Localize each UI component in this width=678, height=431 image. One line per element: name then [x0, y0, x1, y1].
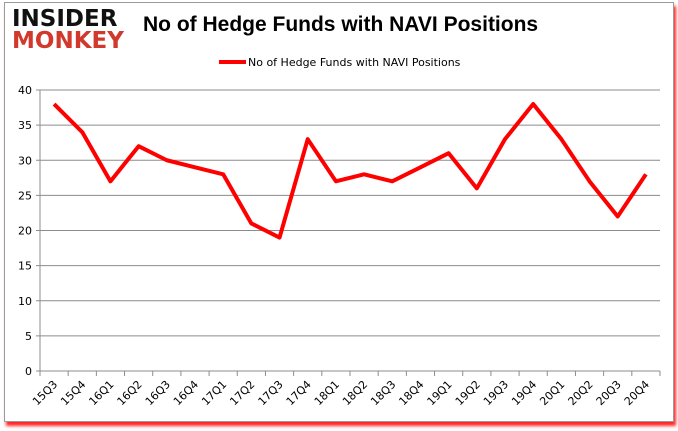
chart-title: No of Hedge Funds with NAVI Positions	[143, 13, 539, 36]
x-tick-label: 20Q4	[622, 378, 652, 408]
x-tick-label: 18Q3	[368, 378, 398, 408]
x-tick-label: 17Q1	[199, 378, 229, 408]
x-tick-label: 17Q3	[256, 378, 286, 408]
x-tick-label: 20Q1	[537, 378, 567, 408]
y-tick-label: 0	[25, 365, 32, 378]
insider-monkey-logo: INSIDER MONKEY	[12, 6, 124, 54]
x-tick-label: 16Q1	[86, 378, 116, 408]
x-tick-label: 16Q4	[171, 378, 201, 408]
x-tick-label: 16Q3	[143, 378, 173, 408]
y-tick-label: 15	[18, 260, 32, 273]
x-tick-label: 19Q3	[481, 378, 511, 408]
x-tick-label: 15Q4	[58, 378, 88, 408]
chart-frame	[4, 2, 674, 422]
series-line	[52, 102, 648, 240]
x-tick-label: 20Q2	[566, 378, 596, 408]
y-tick-label: 10	[18, 295, 32, 308]
x-tick-label: 17Q4	[284, 378, 314, 408]
x-tick-label: 18Q4	[396, 378, 426, 408]
legend-label: No of Hedge Funds with NAVI Positions	[248, 56, 461, 69]
x-tick-label: 15Q3	[30, 378, 60, 408]
x-tick-label: 18Q1	[312, 378, 342, 408]
y-tick-label: 40	[18, 84, 32, 97]
logo-line1: INSIDER	[12, 6, 118, 32]
y-tick-label: 20	[18, 225, 32, 238]
y-tick-label: 35	[18, 119, 32, 132]
logo-line2: MONKEY	[12, 28, 124, 54]
x-tick-label: 19Q4	[509, 378, 539, 408]
x-tick-label: 19Q2	[453, 378, 483, 408]
x-tick-label: 18Q2	[340, 378, 370, 408]
x-tick-label: 20Q3	[594, 378, 624, 408]
y-tick-label: 5	[25, 330, 32, 343]
y-tick-label: 30	[18, 154, 32, 167]
x-tick-label: 16Q2	[115, 378, 145, 408]
x-tick-label: 19Q1	[425, 378, 455, 408]
y-tick-label: 25	[18, 189, 32, 202]
x-tick-label: 17Q2	[227, 378, 257, 408]
